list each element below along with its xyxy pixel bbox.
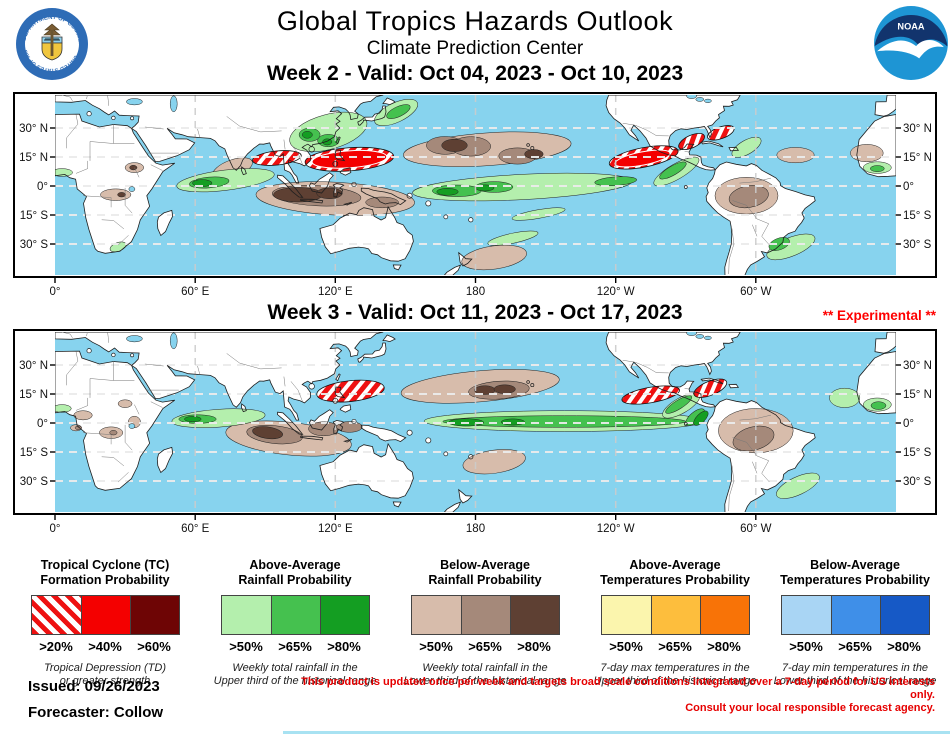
- svg-text:30° S: 30° S: [20, 476, 49, 488]
- swatch-bt-65: [830, 596, 880, 634]
- legend-title: Above-Average: [249, 558, 341, 572]
- swatch-at-50: [601, 596, 651, 634]
- swatch-br-80: [509, 596, 559, 634]
- svg-text:180: 180: [466, 523, 485, 535]
- svg-text:15° N: 15° N: [903, 389, 932, 401]
- legend-below-avg-temperatures: Below-Average Temperatures Probability >5…: [760, 558, 950, 688]
- legend-swatch-bar: [780, 595, 930, 635]
- svg-text:15° N: 15° N: [19, 152, 48, 164]
- swatch-bt-80: [879, 596, 929, 634]
- svg-text:0°: 0°: [37, 181, 48, 193]
- svg-text:30° N: 30° N: [19, 123, 48, 135]
- legend-title: Above-Average: [629, 558, 721, 572]
- svg-text:15° N: 15° N: [903, 152, 932, 164]
- swatch-tc-60: [129, 596, 179, 634]
- swatch-at-80: [699, 596, 749, 634]
- swatch-ar-65: [270, 596, 320, 634]
- noaa-logo: NOAA: [874, 6, 948, 80]
- disclaimer-text: This product is updated once per week an…: [301, 676, 935, 714]
- svg-text:30° S: 30° S: [903, 476, 932, 488]
- legend-swatch-bar: [410, 595, 560, 635]
- swatch-tc-20: [31, 596, 81, 634]
- noaa-logo-text: NOAA: [897, 22, 924, 32]
- svg-text:120° E: 120° E: [318, 523, 353, 535]
- legend-title: Below-Average: [440, 558, 530, 572]
- swatch-br-50: [411, 596, 461, 634]
- legend-above-avg-temperatures: Above-Average Temperatures Probability >5…: [580, 558, 770, 688]
- page-bottom-blue-strip: [283, 731, 950, 734]
- legend-description: 7-day min temperatures in the Lower third…: [773, 662, 937, 687]
- legend-title: Below-Average: [810, 558, 900, 572]
- legend-description: Weekly total rainfall in the Upper third …: [213, 662, 377, 687]
- swatch-at-65: [650, 596, 700, 634]
- svg-text:15° S: 15° S: [903, 210, 932, 222]
- week2-map: 30° N 30° N 15° N 15° N 0° 0° 15° S 15° S 30° S 3…: [13, 92, 937, 298]
- page-title: Global Tropics Hazards Outlook: [276, 6, 674, 36]
- svg-text:30° S: 30° S: [903, 239, 932, 251]
- experimental-label: ** Experimental **: [822, 308, 936, 323]
- svg-text:30° N: 30° N: [19, 360, 48, 372]
- legend-description: 7-day max temperatures in the Upper third…: [593, 662, 757, 687]
- legend-swatch-bar: [220, 595, 370, 635]
- svg-text:15° N: 15° N: [19, 389, 48, 401]
- page-subtitle: Climate Prediction Center: [366, 38, 584, 59]
- swatch-tc-40: [80, 596, 130, 634]
- legend-tc-formation: Tropical Cyclone (TC) Formation Probabili…: [10, 558, 200, 688]
- svg-text:15° S: 15° S: [903, 447, 932, 459]
- svg-text:120° E: 120° E: [318, 286, 353, 298]
- issued-date: Issued: 09/26/2023: [28, 678, 160, 695]
- doc-seal-shield: [41, 23, 63, 61]
- svg-text:0°: 0°: [37, 418, 48, 430]
- svg-text:15° S: 15° S: [20, 447, 49, 459]
- svg-text:30° S: 30° S: [20, 239, 49, 251]
- legend-title: Tropical Cyclone (TC): [40, 558, 170, 572]
- swatch-ar-50: [221, 596, 271, 634]
- legend-description: Weekly total rainfall in the Lower third …: [403, 662, 567, 687]
- svg-text:60° W: 60° W: [740, 523, 772, 535]
- swatch-br-65: [460, 596, 510, 634]
- svg-text:30° N: 30° N: [903, 123, 932, 135]
- week3-heading: Week 3 - Valid: Oct 11, 2023 - Oct 17, 2…: [267, 301, 683, 324]
- svg-text:180: 180: [466, 286, 485, 298]
- svg-text:60° W: 60° W: [740, 286, 772, 298]
- svg-text:120° W: 120° W: [597, 523, 635, 535]
- legend-swatch-bar: [600, 595, 750, 635]
- svg-text:60° E: 60° E: [181, 523, 210, 535]
- legend-above-avg-rainfall: Above-Average Rainfall Probability >50% >6…: [200, 558, 390, 688]
- svg-text:120° W: 120° W: [597, 286, 635, 298]
- legend-description: Tropical Depression (TD) or greater stren…: [43, 662, 167, 687]
- svg-text:30° N: 30° N: [903, 360, 932, 372]
- svg-text:0°: 0°: [903, 418, 914, 430]
- svg-text:0°: 0°: [50, 523, 61, 535]
- svg-text:15° S: 15° S: [20, 210, 49, 222]
- week2-heading: Week 2 - Valid: Oct 04, 2023 - Oct 10, 2…: [266, 62, 684, 85]
- legend-swatch-bar: [30, 595, 180, 635]
- svg-text:0°: 0°: [903, 181, 914, 193]
- legend-below-avg-rainfall: Below-Average Rainfall Probability >50% >6…: [390, 558, 580, 688]
- svg-text:0°: 0°: [50, 286, 61, 298]
- swatch-ar-80: [319, 596, 369, 634]
- swatch-bt-50: [781, 596, 831, 634]
- doc-seal-logo: DEPARTMENT OF COMMERCE UNITED STATES OF …: [14, 6, 88, 80]
- week3-map: 30° N 30° N 15° N 15° N 0° 0° 15° S 15° S 30° S 3…: [13, 329, 937, 535]
- svg-text:60° E: 60° E: [181, 286, 210, 298]
- forecaster-name: Forecaster: Collow: [28, 704, 164, 721]
